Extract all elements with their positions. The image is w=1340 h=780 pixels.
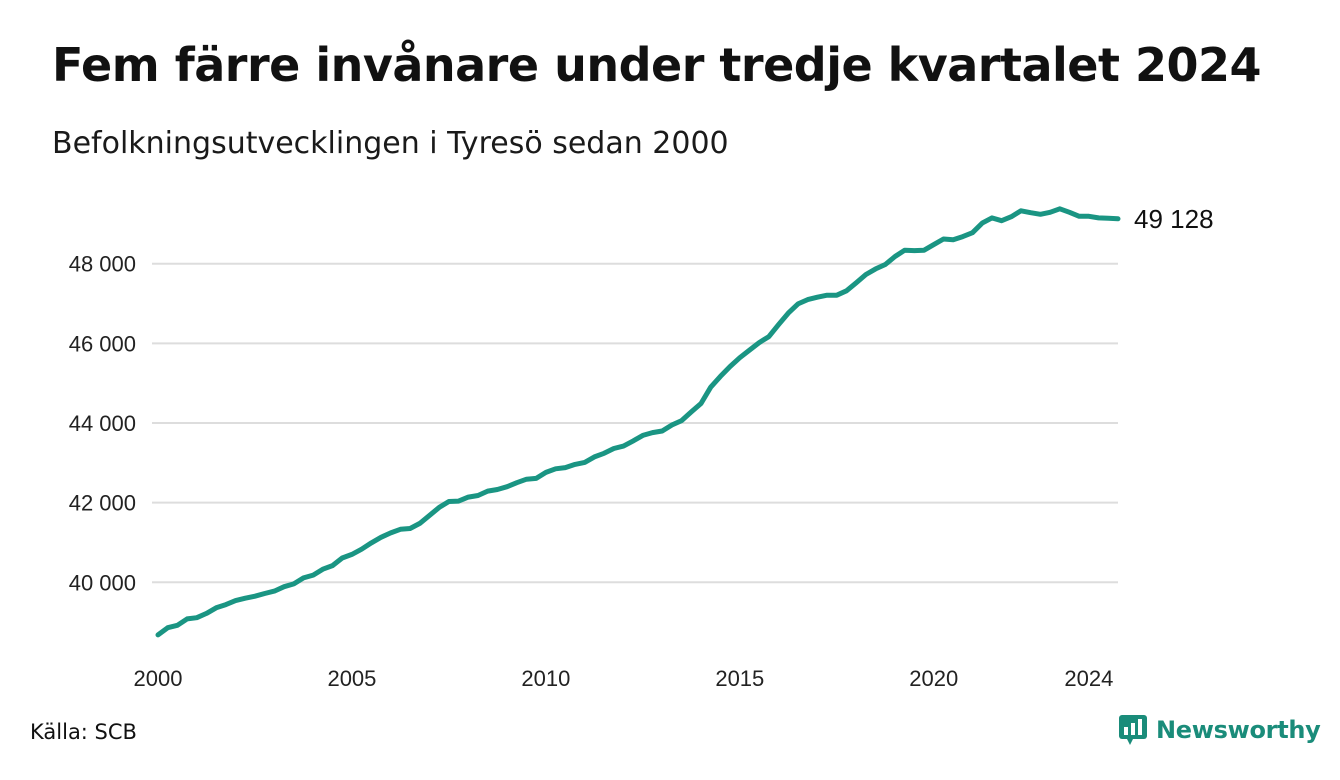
y-tick-label: 46 000 — [69, 331, 136, 356]
gridlines — [152, 262, 1118, 584]
last-value-label: 49 128 — [1134, 204, 1214, 234]
y-tick-label: 42 000 — [69, 491, 136, 516]
x-tick-label: 2000 — [134, 666, 183, 691]
x-tick-label: 2005 — [327, 666, 376, 691]
x-tick-label: 2020 — [909, 666, 958, 691]
y-tick-label: 48 000 — [69, 252, 136, 277]
x-axis-tick-labels: 2000 2005 2010 2015 2020 2024 — [134, 666, 1114, 691]
y-axis-tick-labels: 40 000 42 000 44 000 46 000 48 000 — [69, 252, 136, 596]
x-tick-label: 2024 — [1064, 666, 1113, 691]
chart-subtitle: Befolkningsutvecklingen i Tyresö sedan 2… — [52, 126, 729, 161]
x-tick-label: 2010 — [521, 666, 570, 691]
brand-logo: Newsworthy — [1118, 714, 1321, 746]
newsworthy-logo-icon — [1119, 715, 1147, 745]
y-tick-label: 40 000 — [69, 570, 136, 595]
source-note: Källa: SCB — [30, 720, 137, 744]
x-tick-label: 2015 — [715, 666, 764, 691]
population-series-line — [155, 206, 1121, 638]
brand-name: Newsworthy — [1156, 716, 1321, 744]
y-tick-label: 44 000 — [69, 411, 136, 436]
chart-title: Fem färre invånare under tredje kvartale… — [52, 38, 1262, 92]
